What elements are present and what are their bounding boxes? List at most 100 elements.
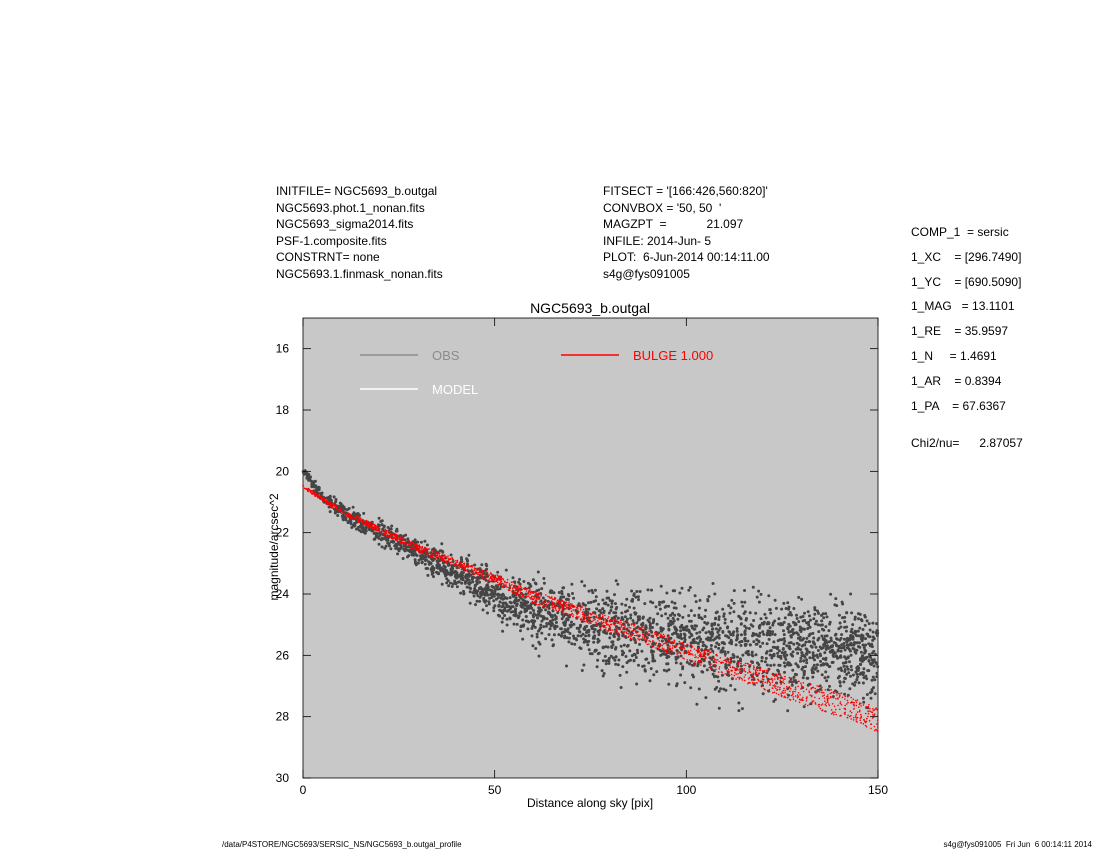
- bulge-point: [603, 618, 605, 621]
- bulge-point: [485, 572, 488, 575]
- bulge-point: [474, 568, 477, 570]
- obs-point: [436, 561, 440, 565]
- bulge-point: [591, 613, 593, 616]
- bulge-point: [581, 618, 584, 621]
- obs-point: [765, 633, 769, 637]
- obs-point: [791, 632, 795, 636]
- obs-point: [846, 667, 850, 671]
- obs-point: [552, 643, 555, 647]
- bulge-point: [788, 686, 791, 688]
- obs-point: [873, 692, 877, 696]
- bulge-point: [558, 608, 561, 611]
- obs-point: [449, 553, 453, 557]
- obs-point: [673, 625, 677, 629]
- bulge-point: [660, 634, 662, 637]
- bulge-point: [436, 555, 439, 557]
- bulge-point: [554, 607, 557, 610]
- bulge-point: [379, 531, 381, 533]
- obs-point: [697, 613, 701, 617]
- bulge-point: [688, 653, 691, 656]
- bulge-point: [565, 604, 568, 606]
- bulge-point: [472, 564, 474, 567]
- bulge-point: [427, 548, 430, 550]
- obs-point: [849, 592, 853, 596]
- obs-point: [533, 581, 537, 585]
- obs-point: [406, 555, 409, 559]
- obs-point: [437, 572, 441, 576]
- bulge-point: [564, 601, 567, 604]
- header-mid-line: INFILE: 2014-Jun- 5: [603, 233, 712, 248]
- obs-point: [791, 650, 795, 654]
- bulge-point: [766, 682, 769, 684]
- bulge-point: [513, 586, 516, 588]
- obs-point: [455, 585, 459, 589]
- bulge-point: [624, 625, 626, 627]
- obs-point: [635, 590, 639, 593]
- obs-point: [475, 582, 479, 586]
- bulge-point: [869, 707, 871, 710]
- bulge-point: [650, 634, 652, 637]
- bulge-point: [699, 656, 702, 658]
- obs-point: [648, 622, 652, 626]
- bulge-point: [525, 595, 528, 598]
- bulge-point: [360, 517, 362, 519]
- bulge-point: [455, 562, 457, 564]
- obs-point: [413, 538, 417, 542]
- obs-point: [692, 627, 696, 631]
- obs-point: [555, 625, 559, 628]
- obs-point: [792, 607, 796, 610]
- bulge-point: [473, 573, 476, 576]
- bulge-point: [709, 663, 711, 665]
- bulge-point: [412, 545, 415, 547]
- bulge-point: [810, 683, 812, 686]
- bulge-point: [519, 591, 522, 594]
- bulge-point: [460, 568, 463, 571]
- obs-point: [439, 569, 443, 573]
- obs-point: [568, 632, 572, 635]
- obs-point: [625, 617, 629, 621]
- obs-point: [649, 667, 653, 671]
- bulge-point: [654, 632, 656, 634]
- obs-point: [717, 646, 721, 650]
- obs-point: [664, 612, 668, 616]
- obs-point: [719, 650, 723, 654]
- bulge-point: [410, 543, 412, 546]
- obs-point: [743, 600, 747, 604]
- obs-point: [805, 676, 809, 680]
- obs-point: [773, 633, 777, 637]
- bulge-point: [601, 622, 604, 624]
- obs-point: [587, 601, 590, 605]
- bulge-point: [771, 681, 774, 683]
- obs-point: [816, 609, 819, 613]
- obs-point: [481, 587, 485, 591]
- obs-point: [688, 630, 691, 634]
- bulge-point: [555, 605, 557, 608]
- bulge-point: [512, 581, 514, 583]
- bulge-point: [743, 668, 746, 670]
- obs-point: [358, 528, 361, 532]
- bulge-point: [740, 672, 743, 674]
- obs-point: [597, 602, 601, 606]
- obs-point: [514, 611, 518, 615]
- bulge-point: [629, 631, 631, 634]
- bulge-point: [504, 585, 507, 588]
- obs-point: [852, 647, 856, 651]
- header-mid-line: MAGZPT = 21.097: [603, 217, 744, 231]
- bulge-point: [704, 655, 706, 657]
- bulge-point: [652, 640, 654, 642]
- obs-point: [651, 653, 655, 657]
- bulge-point: [727, 668, 730, 671]
- bulge-point: [480, 569, 483, 571]
- bulge-point: [744, 674, 747, 676]
- obs-point: [456, 580, 460, 584]
- bulge-point: [714, 658, 716, 661]
- obs-point: [792, 675, 796, 679]
- obs-point: [741, 653, 745, 657]
- bulge-point: [850, 701, 853, 704]
- bulge-point: [767, 679, 769, 682]
- bulge-point: [547, 595, 549, 598]
- bulge-point: [730, 659, 732, 661]
- obs-point: [500, 594, 504, 598]
- obs-point: [850, 643, 854, 647]
- obs-point: [763, 660, 767, 664]
